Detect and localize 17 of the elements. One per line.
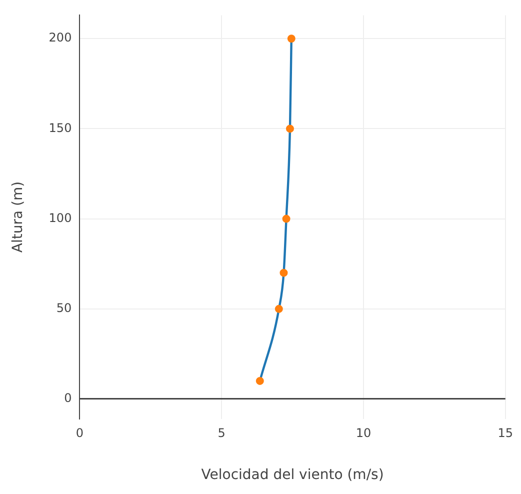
y-tick-label: 0 [64,391,72,406]
point [280,268,288,277]
x-tick-label: 5 [218,426,226,440]
y-axis-title: Altura (m) [10,181,26,253]
y-tick-label: 100 [48,210,72,225]
x-tick-label: 0 [76,426,84,440]
x-axis-title: Velocidad del viento (m/s) [201,467,384,484]
point [274,304,283,313]
point [286,124,294,133]
point [256,376,264,385]
x-tick-label: 15 [498,426,514,440]
y-tick-label: 200 [48,30,72,45]
x-tick-label: 10 [356,426,372,440]
y-tick-label: 50 [56,301,72,316]
point [282,214,290,223]
y-tick-label: 150 [48,120,72,135]
point [287,34,296,43]
